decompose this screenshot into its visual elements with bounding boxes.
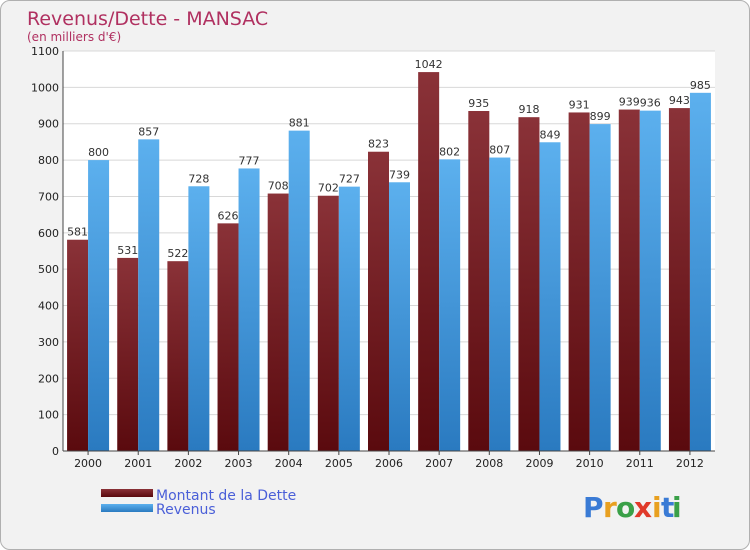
data-label: 943: [669, 94, 690, 107]
bar-revenus: [188, 186, 210, 452]
data-label: 581: [67, 226, 88, 239]
bar-revenus: [439, 159, 461, 451]
bar-dette: [418, 72, 440, 451]
data-label: 522: [167, 247, 188, 260]
y-tick-label: 600: [38, 227, 59, 240]
bar-dette: [518, 117, 540, 451]
bar-dette: [67, 239, 89, 451]
data-label: 1042: [415, 58, 443, 71]
data-label: 708: [268, 180, 289, 193]
legend-swatch-revenus: [101, 504, 153, 512]
bar-revenus: [138, 139, 160, 451]
y-tick-label: 400: [38, 300, 59, 313]
y-tick-label: 1000: [31, 81, 59, 94]
data-label: 857: [138, 125, 159, 138]
y-tick-label: 800: [38, 154, 59, 167]
data-label: 985: [690, 79, 711, 92]
data-label: 935: [468, 97, 489, 110]
bar-revenus: [589, 124, 611, 451]
x-tick-label: 2011: [626, 457, 654, 470]
logo-letter: i: [652, 491, 662, 524]
bar-revenus: [389, 182, 410, 452]
y-tick-label: 200: [38, 372, 59, 385]
bar-revenus: [338, 186, 360, 452]
bar-revenus: [539, 142, 561, 452]
logo-letter: o: [616, 491, 635, 524]
y-tick-label: 300: [38, 336, 59, 349]
x-tick-label: 2012: [676, 457, 704, 470]
data-label: 626: [218, 209, 239, 222]
plot-area: 0 100 200 300 400 500 600 700 800 900 1000 1100 581 8…: [31, 45, 715, 470]
logo-letter: x: [634, 491, 652, 524]
x-tick-label: 2009: [525, 457, 553, 470]
logo-letter: t: [661, 491, 674, 524]
logo-letter: P: [583, 491, 604, 524]
data-label: 807: [489, 144, 510, 157]
x-tick-label: 2003: [225, 457, 253, 470]
bar-dette: [468, 111, 490, 451]
x-tick-label: 2010: [576, 457, 604, 470]
chart-title: Revenus/Dette - MANSAC: [27, 8, 268, 30]
data-label: 823: [368, 138, 389, 151]
legend-label-debt: Montant de la Dette: [156, 488, 296, 504]
data-label: 849: [539, 128, 560, 141]
x-tick-label: 2001: [124, 457, 152, 470]
x-tick-label: 2007: [425, 457, 453, 470]
bar-revenus: [88, 160, 110, 451]
bar-revenus: [639, 110, 661, 452]
bar-dette: [317, 195, 339, 451]
y-tick-label: 700: [38, 190, 59, 203]
y-tick-label: 1100: [31, 45, 59, 58]
data-label: 800: [88, 146, 109, 159]
logo-letter: r: [603, 491, 617, 524]
x-tick-label: 2008: [475, 457, 503, 470]
bar-dette: [368, 151, 389, 451]
data-label: 881: [289, 117, 310, 130]
y-tick-label: 0: [52, 445, 59, 458]
bar-dette: [167, 261, 189, 451]
data-label: 702: [318, 182, 339, 195]
data-label: 531: [117, 244, 138, 257]
y-tick-label: 100: [38, 409, 59, 422]
bar-revenus: [489, 157, 511, 451]
data-label: 777: [239, 154, 260, 167]
data-label: 899: [590, 110, 611, 123]
x-tick-label: 2004: [275, 457, 303, 470]
legend-swatch-debt: [101, 489, 153, 497]
data-label: 728: [188, 172, 209, 185]
x-tick-label: 2000: [74, 457, 102, 470]
x-tick-label: 2002: [174, 457, 202, 470]
legend: Montant de la Dette Revenus: [101, 488, 296, 518]
legend-label-revenus: Revenus: [156, 502, 216, 518]
bar-dette: [217, 223, 239, 451]
data-label: 931: [569, 98, 590, 111]
y-tick-label: 500: [38, 263, 59, 276]
bar-dette: [117, 257, 139, 451]
data-label: 918: [518, 103, 539, 116]
bar-revenus: [689, 92, 711, 452]
x-tick-label: 2005: [325, 457, 353, 470]
bar-dette: [568, 112, 590, 452]
data-label: 739: [389, 168, 410, 181]
bar-dette: [668, 108, 690, 451]
data-label: 802: [439, 145, 460, 158]
data-label: 936: [640, 97, 661, 110]
x-tick-label: 2006: [375, 457, 403, 470]
bar-revenus: [288, 130, 310, 452]
logo-letter: i: [672, 491, 682, 524]
chart-subtitle: (en milliers d'€): [27, 30, 121, 44]
data-label: 727: [339, 173, 360, 186]
bar-revenus: [238, 168, 260, 452]
bar-dette: [267, 193, 289, 451]
data-label: 939: [619, 96, 640, 109]
bar-dette: [618, 109, 640, 451]
y-tick-label: 900: [38, 118, 59, 131]
